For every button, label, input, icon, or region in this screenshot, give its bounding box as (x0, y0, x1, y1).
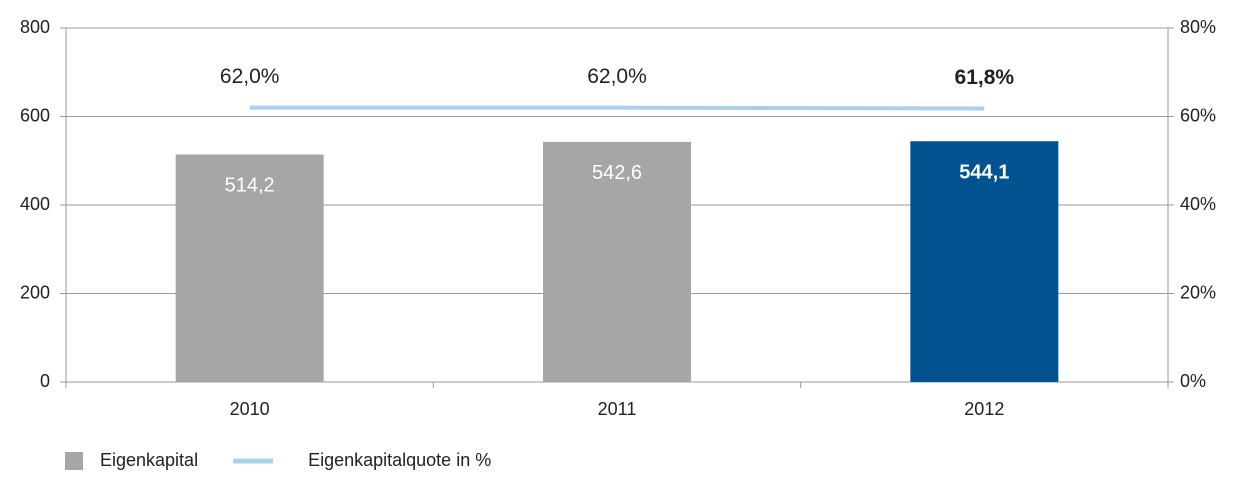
y2-tick-label: 80% (1180, 17, 1216, 37)
bar (543, 141, 691, 382)
x-tick-label: 2010 (230, 399, 270, 419)
x-tick-label: 2011 (598, 399, 637, 419)
y2-tick-label: 60% (1180, 105, 1216, 125)
legend-label: Eigenkapital (100, 450, 198, 470)
legend-label: Eigenkapitalquote in % (308, 450, 491, 470)
line-label: 62,0% (587, 65, 647, 88)
y2-tick-label: 40% (1180, 194, 1216, 214)
line (249, 105, 985, 111)
y2-tick-label: 0% (1180, 371, 1206, 391)
y-tick-label: 600 (20, 105, 50, 125)
line-label: 61,8% (955, 66, 1015, 89)
y-tick-label: 0 (40, 371, 50, 391)
y-tick-label: 200 (20, 282, 50, 302)
y-tick-label: 400 (20, 194, 50, 214)
legend-swatch (65, 452, 83, 470)
line-label: 62,0% (220, 65, 280, 88)
y2-tick-label: 20% (1180, 282, 1216, 302)
y-tick-label: 800 (20, 17, 50, 37)
bar-label: 544,1 (959, 162, 1009, 184)
bar (910, 141, 1059, 382)
x-tick-label: 2012 (964, 399, 1004, 419)
bar (175, 154, 324, 382)
bar-label: 514,2 (225, 175, 275, 197)
bar-label: 542,6 (592, 162, 642, 184)
